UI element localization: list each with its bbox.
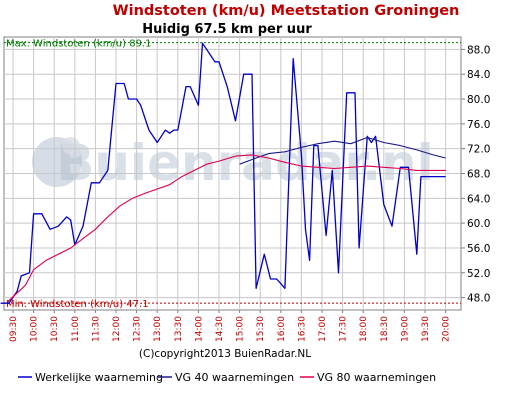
y-tick-label: 68.0 bbox=[467, 169, 490, 181]
y-axis: 48.0 52.0 56.0 60.0 64.0 68.0 72.0 76.0 80.0 84.0… bbox=[461, 44, 490, 305]
series-line bbox=[8, 154, 446, 302]
x-tick-label: 14:00 bbox=[194, 316, 204, 342]
x-axis: 09:30 10:00 10:30 11:00 11:30 12:00 12:30 13:00… bbox=[9, 310, 452, 342]
copyright-text: (C)copyright2013 BuienRadar.NL bbox=[139, 348, 311, 360]
grid-lines bbox=[4, 37, 461, 310]
sun-icon bbox=[62, 137, 80, 155]
series-line bbox=[0, 42, 446, 304]
x-tick-label: 17:00 bbox=[318, 316, 328, 342]
x-tick-label: 12:30 bbox=[133, 316, 143, 342]
legend: Werkelijke waarneming VG 40 waarnemingen V… bbox=[18, 371, 436, 384]
x-tick-label: 15:30 bbox=[256, 316, 266, 342]
x-tick-label: 18:30 bbox=[380, 316, 390, 342]
chart-title: Windstoten (km/u) Meetstation Groningen bbox=[113, 3, 460, 19]
x-tick-label: 15:00 bbox=[236, 316, 246, 342]
reference-lines: Max. Windstoten (km/u) 89.1 Min. Windstot… bbox=[4, 39, 461, 310]
y-tick-label: 48.0 bbox=[467, 293, 490, 305]
x-tick-label: 13:30 bbox=[174, 316, 184, 342]
y-tick-label: 52.0 bbox=[467, 268, 490, 280]
reference-line-label: Max. Windstoten (km/u) 89.1 bbox=[6, 39, 152, 50]
watermark-text: Buienradar.nl bbox=[56, 134, 434, 192]
x-tick-label: 16:00 bbox=[277, 316, 287, 342]
y-tick-label: 76.0 bbox=[467, 119, 490, 131]
x-tick-label: 13:00 bbox=[153, 316, 163, 342]
x-tick-label: 11:30 bbox=[91, 316, 101, 342]
legend-label: Werkelijke waarneming bbox=[35, 371, 163, 384]
chart-subtitle: Huidig 67.5 km per uur bbox=[142, 22, 312, 37]
x-tick-label: 11:00 bbox=[71, 316, 81, 342]
x-tick-label: 12:00 bbox=[112, 316, 122, 342]
y-tick-label: 72.0 bbox=[467, 144, 490, 156]
x-tick-label: 19:00 bbox=[400, 316, 410, 342]
series-line bbox=[239, 136, 446, 165]
x-tick-label: 10:30 bbox=[50, 316, 60, 342]
x-tick-label: 14:30 bbox=[215, 316, 225, 342]
y-tick-label: 60.0 bbox=[467, 218, 490, 230]
x-tick-label: 18:00 bbox=[359, 316, 369, 342]
y-tick-label: 88.0 bbox=[467, 44, 490, 56]
buienradar-logo bbox=[32, 137, 82, 187]
x-tick-label: 20:00 bbox=[442, 316, 452, 342]
y-tick-label: 56.0 bbox=[467, 243, 490, 255]
y-tick-label: 80.0 bbox=[467, 94, 490, 106]
reference-line-label: Min. Windstoten (km/u) 47.1 bbox=[6, 299, 149, 310]
x-tick-label: 17:30 bbox=[339, 316, 349, 342]
x-tick-label: 09:30 bbox=[9, 316, 19, 342]
y-tick-label: 84.0 bbox=[467, 69, 490, 81]
series-layer bbox=[0, 42, 446, 304]
x-tick-label: 16:30 bbox=[297, 316, 307, 342]
x-tick-label: 10:00 bbox=[30, 316, 40, 342]
x-tick-label: 19:30 bbox=[421, 316, 431, 342]
y-tick-label: 64.0 bbox=[467, 193, 490, 205]
legend-label: VG 40 waarnemingen bbox=[175, 371, 294, 384]
legend-label: VG 80 waarnemingen bbox=[317, 371, 436, 384]
